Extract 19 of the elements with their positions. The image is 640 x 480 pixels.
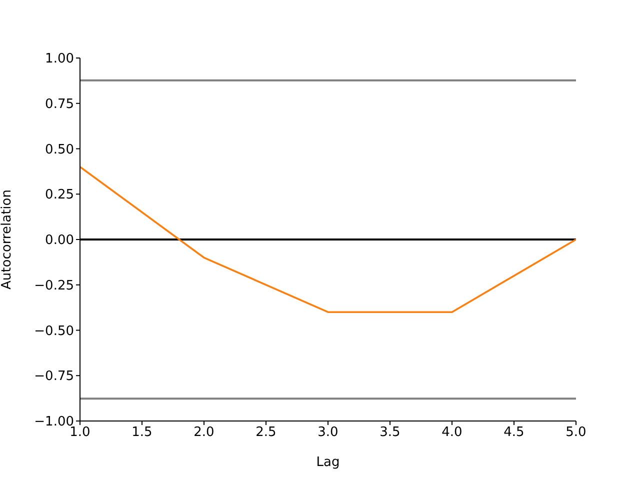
y-tick-label: −0.50: [34, 324, 74, 339]
x-tick-label: 1.0: [70, 425, 90, 440]
x-tick-label: 1.5: [132, 425, 152, 440]
x-tick-label: 3.5: [380, 425, 400, 440]
y-tick-label: 0.75: [45, 96, 74, 112]
y-axis-title: Autocorrelation: [0, 190, 15, 290]
x-tick-label: 2.5: [256, 425, 276, 440]
x-tick-label: 4.5: [504, 425, 524, 440]
x-tick-label: 2.0: [194, 425, 214, 440]
y-tick-label: 1.00: [45, 52, 74, 67]
y-tick-label: 0.00: [45, 233, 74, 248]
x-axis-title: Lag: [316, 455, 340, 470]
y-tick-label: 0.50: [45, 142, 74, 158]
x-tick-label: 5.0: [566, 425, 586, 440]
x-tick-label: 3.0: [318, 425, 338, 440]
y-tick-label: 0.25: [45, 188, 74, 203]
y-tick-label: −0.25: [34, 278, 74, 294]
x-tick-label: 4.0: [442, 425, 462, 440]
y-tick-label: −0.75: [34, 369, 74, 384]
